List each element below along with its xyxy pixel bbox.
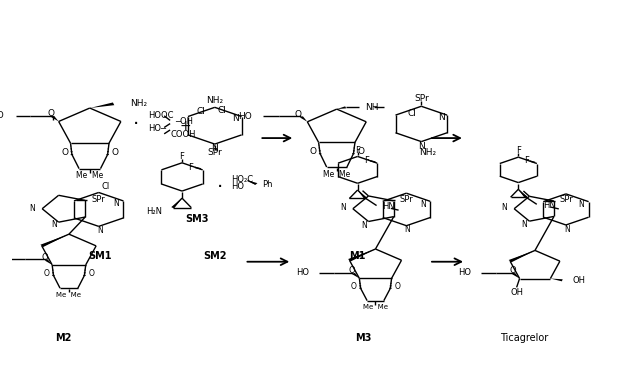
Polygon shape xyxy=(348,249,376,261)
Text: ·: · xyxy=(216,178,223,197)
Text: N: N xyxy=(578,200,584,209)
Text: M1: M1 xyxy=(350,251,366,261)
Text: F: F xyxy=(180,152,185,161)
Text: ─OH: ─OH xyxy=(175,117,193,125)
Polygon shape xyxy=(51,116,59,121)
Polygon shape xyxy=(352,273,360,279)
Text: O: O xyxy=(295,110,302,118)
Text: HN: HN xyxy=(383,202,396,211)
Polygon shape xyxy=(337,106,347,109)
Text: OH: OH xyxy=(573,276,586,285)
Polygon shape xyxy=(300,116,308,122)
Text: O: O xyxy=(43,269,49,278)
Text: ·: · xyxy=(133,115,140,134)
Text: O: O xyxy=(61,148,68,157)
Text: O: O xyxy=(309,147,316,156)
Text: Cl: Cl xyxy=(101,182,109,191)
Text: M3: M3 xyxy=(355,333,372,343)
Text: HOOC: HOOC xyxy=(148,111,174,120)
Text: SPr: SPr xyxy=(414,94,428,103)
Text: N: N xyxy=(340,203,346,212)
Text: O: O xyxy=(394,282,401,291)
Text: SM1: SM1 xyxy=(89,251,112,261)
Text: HO: HO xyxy=(0,111,4,120)
Text: O: O xyxy=(111,148,118,157)
Text: HO: HO xyxy=(238,112,252,121)
Text: F: F xyxy=(516,146,521,155)
Text: Ticagrelor: Ticagrelor xyxy=(500,333,549,343)
Text: N: N xyxy=(51,220,56,230)
Text: N: N xyxy=(211,144,218,153)
Text: O: O xyxy=(509,266,516,275)
Text: HO: HO xyxy=(296,268,309,277)
Polygon shape xyxy=(551,279,563,281)
Text: NH: NH xyxy=(365,103,379,112)
Text: M2: M2 xyxy=(55,333,71,343)
Text: NH₂: NH₂ xyxy=(418,148,436,157)
Text: N: N xyxy=(418,142,425,151)
Text: O: O xyxy=(349,266,355,275)
Text: N: N xyxy=(29,204,35,213)
Text: N: N xyxy=(232,114,239,123)
Text: N: N xyxy=(97,226,103,235)
Text: N: N xyxy=(113,199,119,208)
Text: Ph: Ph xyxy=(262,180,273,189)
Text: HO: HO xyxy=(458,268,471,277)
Text: OH: OH xyxy=(510,288,523,297)
Text: N: N xyxy=(522,220,528,229)
Text: Me  Me: Me Me xyxy=(76,171,104,180)
Text: SPr: SPr xyxy=(208,148,222,158)
Text: HO: HO xyxy=(231,182,244,191)
Text: Me  Me: Me Me xyxy=(363,304,388,310)
Text: SM2: SM2 xyxy=(203,251,226,261)
Polygon shape xyxy=(358,190,368,199)
Polygon shape xyxy=(518,189,528,198)
Text: N: N xyxy=(564,225,570,234)
Text: O: O xyxy=(350,282,356,291)
Text: O: O xyxy=(357,147,364,156)
Text: Cl: Cl xyxy=(197,107,206,116)
Text: SM3: SM3 xyxy=(185,214,209,224)
Text: SPr: SPr xyxy=(92,195,105,204)
Text: N: N xyxy=(501,203,507,212)
Text: HO₂C: HO₂C xyxy=(231,175,254,184)
Polygon shape xyxy=(40,234,69,247)
Polygon shape xyxy=(247,180,257,185)
Text: F: F xyxy=(188,163,193,171)
Text: NH₂: NH₂ xyxy=(130,99,148,108)
Text: Cl: Cl xyxy=(407,109,416,118)
Text: F: F xyxy=(364,156,369,165)
Text: O: O xyxy=(47,109,55,118)
Text: COOH: COOH xyxy=(170,130,196,139)
Text: HO─: HO─ xyxy=(148,124,166,133)
Polygon shape xyxy=(512,273,520,279)
Text: Cl: Cl xyxy=(218,106,227,115)
Text: SPr: SPr xyxy=(399,195,413,204)
Text: +: + xyxy=(179,119,191,133)
Text: H₂N: H₂N xyxy=(146,208,162,216)
Text: N: N xyxy=(405,226,410,234)
Text: NH₂: NH₂ xyxy=(206,96,223,105)
Text: O: O xyxy=(89,269,94,278)
Polygon shape xyxy=(90,102,114,108)
Text: SPr: SPr xyxy=(560,195,574,204)
Text: Me  Me: Me Me xyxy=(56,291,81,297)
Polygon shape xyxy=(171,198,182,208)
Text: N: N xyxy=(420,199,426,209)
Text: Me  Me: Me Me xyxy=(323,170,350,178)
Text: N: N xyxy=(438,113,445,122)
Text: O: O xyxy=(42,252,48,262)
Polygon shape xyxy=(45,259,52,265)
Text: N: N xyxy=(361,220,366,230)
Text: HN: HN xyxy=(542,201,556,210)
Text: F: F xyxy=(524,156,529,165)
Text: F: F xyxy=(355,146,360,155)
Polygon shape xyxy=(508,250,535,262)
